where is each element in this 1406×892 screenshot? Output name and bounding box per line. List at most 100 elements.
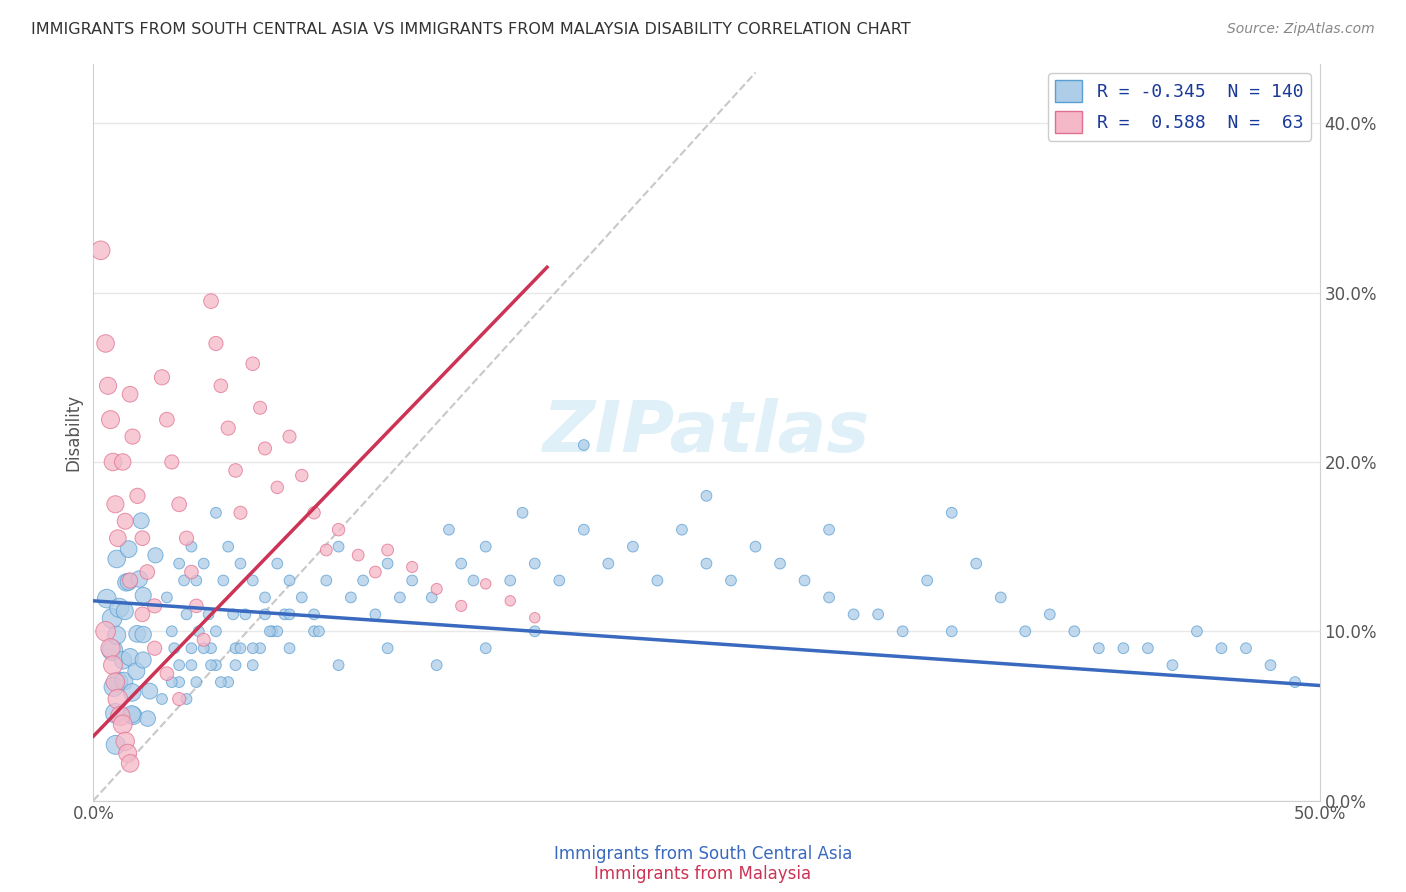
Point <box>173 574 195 588</box>
Point <box>512 506 534 520</box>
Point <box>308 624 330 639</box>
Point <box>167 557 190 571</box>
Text: ZIPatlas: ZIPatlas <box>543 398 870 467</box>
Point <box>1088 641 1111 656</box>
Text: Source: ZipAtlas.com: Source: ZipAtlas.com <box>1227 22 1375 37</box>
Point <box>193 557 215 571</box>
Point <box>377 557 399 571</box>
Point <box>868 607 890 622</box>
Point <box>548 574 571 588</box>
Point <box>217 421 239 435</box>
Point <box>145 549 167 563</box>
Point <box>259 624 281 639</box>
Point <box>136 712 159 726</box>
Point <box>249 401 271 415</box>
Point <box>120 650 142 665</box>
Point <box>94 336 117 351</box>
Point <box>163 641 186 656</box>
Point <box>143 641 166 656</box>
Point <box>101 611 124 625</box>
Point <box>187 624 209 639</box>
Point <box>328 658 350 673</box>
Point <box>291 468 314 483</box>
Point <box>101 658 124 673</box>
Point <box>167 675 190 690</box>
Point <box>150 692 173 706</box>
Point <box>132 653 155 667</box>
Point <box>266 624 288 639</box>
Point <box>107 692 129 706</box>
Point <box>205 506 228 520</box>
Point <box>186 675 208 690</box>
Point <box>120 574 142 588</box>
Point <box>1039 607 1062 622</box>
Point <box>1211 641 1233 656</box>
Point <box>420 591 443 605</box>
Point <box>156 412 179 426</box>
Point <box>176 607 198 622</box>
Point <box>200 294 222 309</box>
Point <box>129 514 152 528</box>
Point <box>205 624 228 639</box>
Point <box>104 706 127 721</box>
Point <box>132 627 155 641</box>
Point <box>990 591 1012 605</box>
Point <box>278 641 301 656</box>
Point <box>121 685 143 699</box>
Point <box>111 653 134 667</box>
Point <box>229 557 252 571</box>
Point <box>523 611 546 625</box>
Point <box>695 557 717 571</box>
Point <box>278 429 301 443</box>
Point <box>388 591 411 605</box>
Point <box>200 658 222 673</box>
Point <box>139 684 162 698</box>
Point <box>120 756 142 771</box>
Point <box>127 627 149 641</box>
Point <box>426 658 449 673</box>
Point <box>114 604 136 618</box>
Point <box>209 378 232 392</box>
Point <box>105 552 128 566</box>
Point <box>262 624 284 639</box>
Point <box>94 624 117 639</box>
Point <box>377 543 399 558</box>
Point <box>291 591 314 605</box>
Point <box>1063 624 1085 639</box>
Point <box>793 574 815 588</box>
Point <box>1112 641 1135 656</box>
Point <box>167 497 190 511</box>
Point <box>117 746 139 760</box>
Point <box>364 565 387 579</box>
Point <box>377 641 399 656</box>
Point <box>212 574 235 588</box>
Point <box>302 624 325 639</box>
Y-axis label: Disability: Disability <box>65 393 82 471</box>
Point <box>112 674 135 689</box>
Point <box>474 540 496 554</box>
Point <box>915 574 938 588</box>
Point <box>180 641 202 656</box>
Point <box>347 548 370 562</box>
Point <box>110 709 132 723</box>
Point <box>1260 658 1282 673</box>
Point <box>205 336 228 351</box>
Point <box>186 599 208 613</box>
Point <box>720 574 742 588</box>
Point <box>122 708 145 723</box>
Point <box>225 641 247 656</box>
Point <box>818 591 841 605</box>
Point <box>197 607 219 622</box>
Point <box>242 357 264 371</box>
Point <box>523 557 546 571</box>
Point <box>209 675 232 690</box>
Point <box>225 658 247 673</box>
Point <box>671 523 693 537</box>
Point <box>499 574 522 588</box>
Point <box>167 692 190 706</box>
Point <box>242 574 264 588</box>
Text: Immigrants from Malaysia: Immigrants from Malaysia <box>595 865 811 883</box>
Point <box>266 557 288 571</box>
Point <box>278 574 301 588</box>
Point <box>180 540 202 554</box>
